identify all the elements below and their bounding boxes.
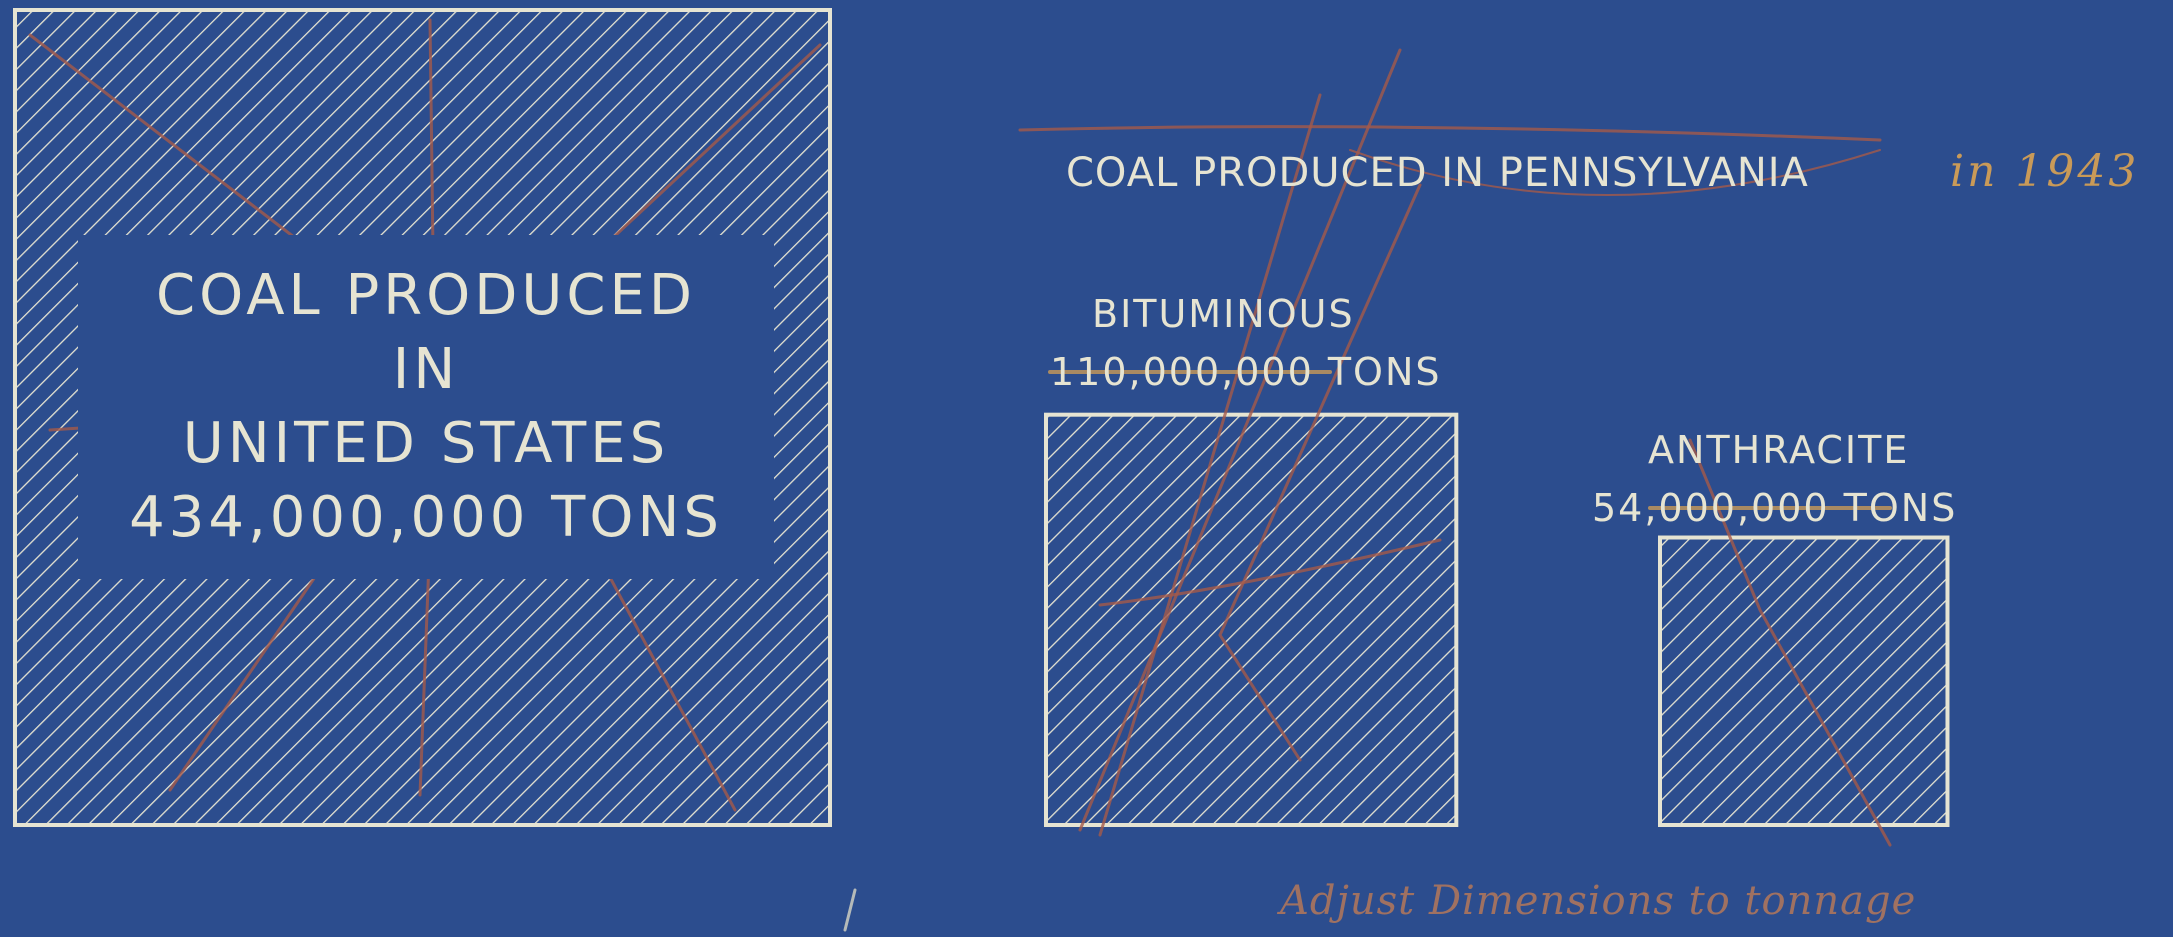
- us-label-line-2: IN: [392, 337, 460, 402]
- anthracite-value-label: 54,000,000 TONS: [1592, 486, 1958, 530]
- bituminous-value-label: 110,000,000 TONS: [1050, 350, 1442, 394]
- us-label-panel: COAL PRODUCED IN UNITED STATES 434,000,0…: [78, 235, 774, 579]
- pencil-mark-9: [1098, 93, 1322, 837]
- pencil-mark-8: [1078, 48, 1402, 832]
- pencil-mark-12: [1688, 438, 1892, 847]
- anthracite-label: ANTHRACITE: [1648, 428, 1910, 472]
- bituminous-square: [1044, 412, 1459, 827]
- pennsylvania-title: COAL PRODUCED IN PENNSYLVANIA: [1066, 150, 1809, 196]
- year-handwritten-note: in 1943: [1950, 146, 2140, 197]
- pencil-mark-10: [1218, 183, 1422, 762]
- us-label-line-1: COAL PRODUCED: [156, 263, 696, 328]
- us-label-line-3: UNITED STATES: [182, 411, 670, 476]
- margin-handwritten-note: Adjust Dimensions to tonnage: [1280, 878, 1917, 924]
- anthracite-square: [1658, 535, 1950, 827]
- pencil-mark-11: [1098, 538, 1442, 607]
- pencil-mark-6: [1018, 125, 1882, 142]
- us-value-label: 434,000,000 TONS: [129, 485, 723, 550]
- bituminous-label: BITUMINOUS: [1092, 292, 1355, 336]
- pencil-mark-15: [843, 888, 857, 932]
- pencil-mark-7: [1349, 149, 1881, 196]
